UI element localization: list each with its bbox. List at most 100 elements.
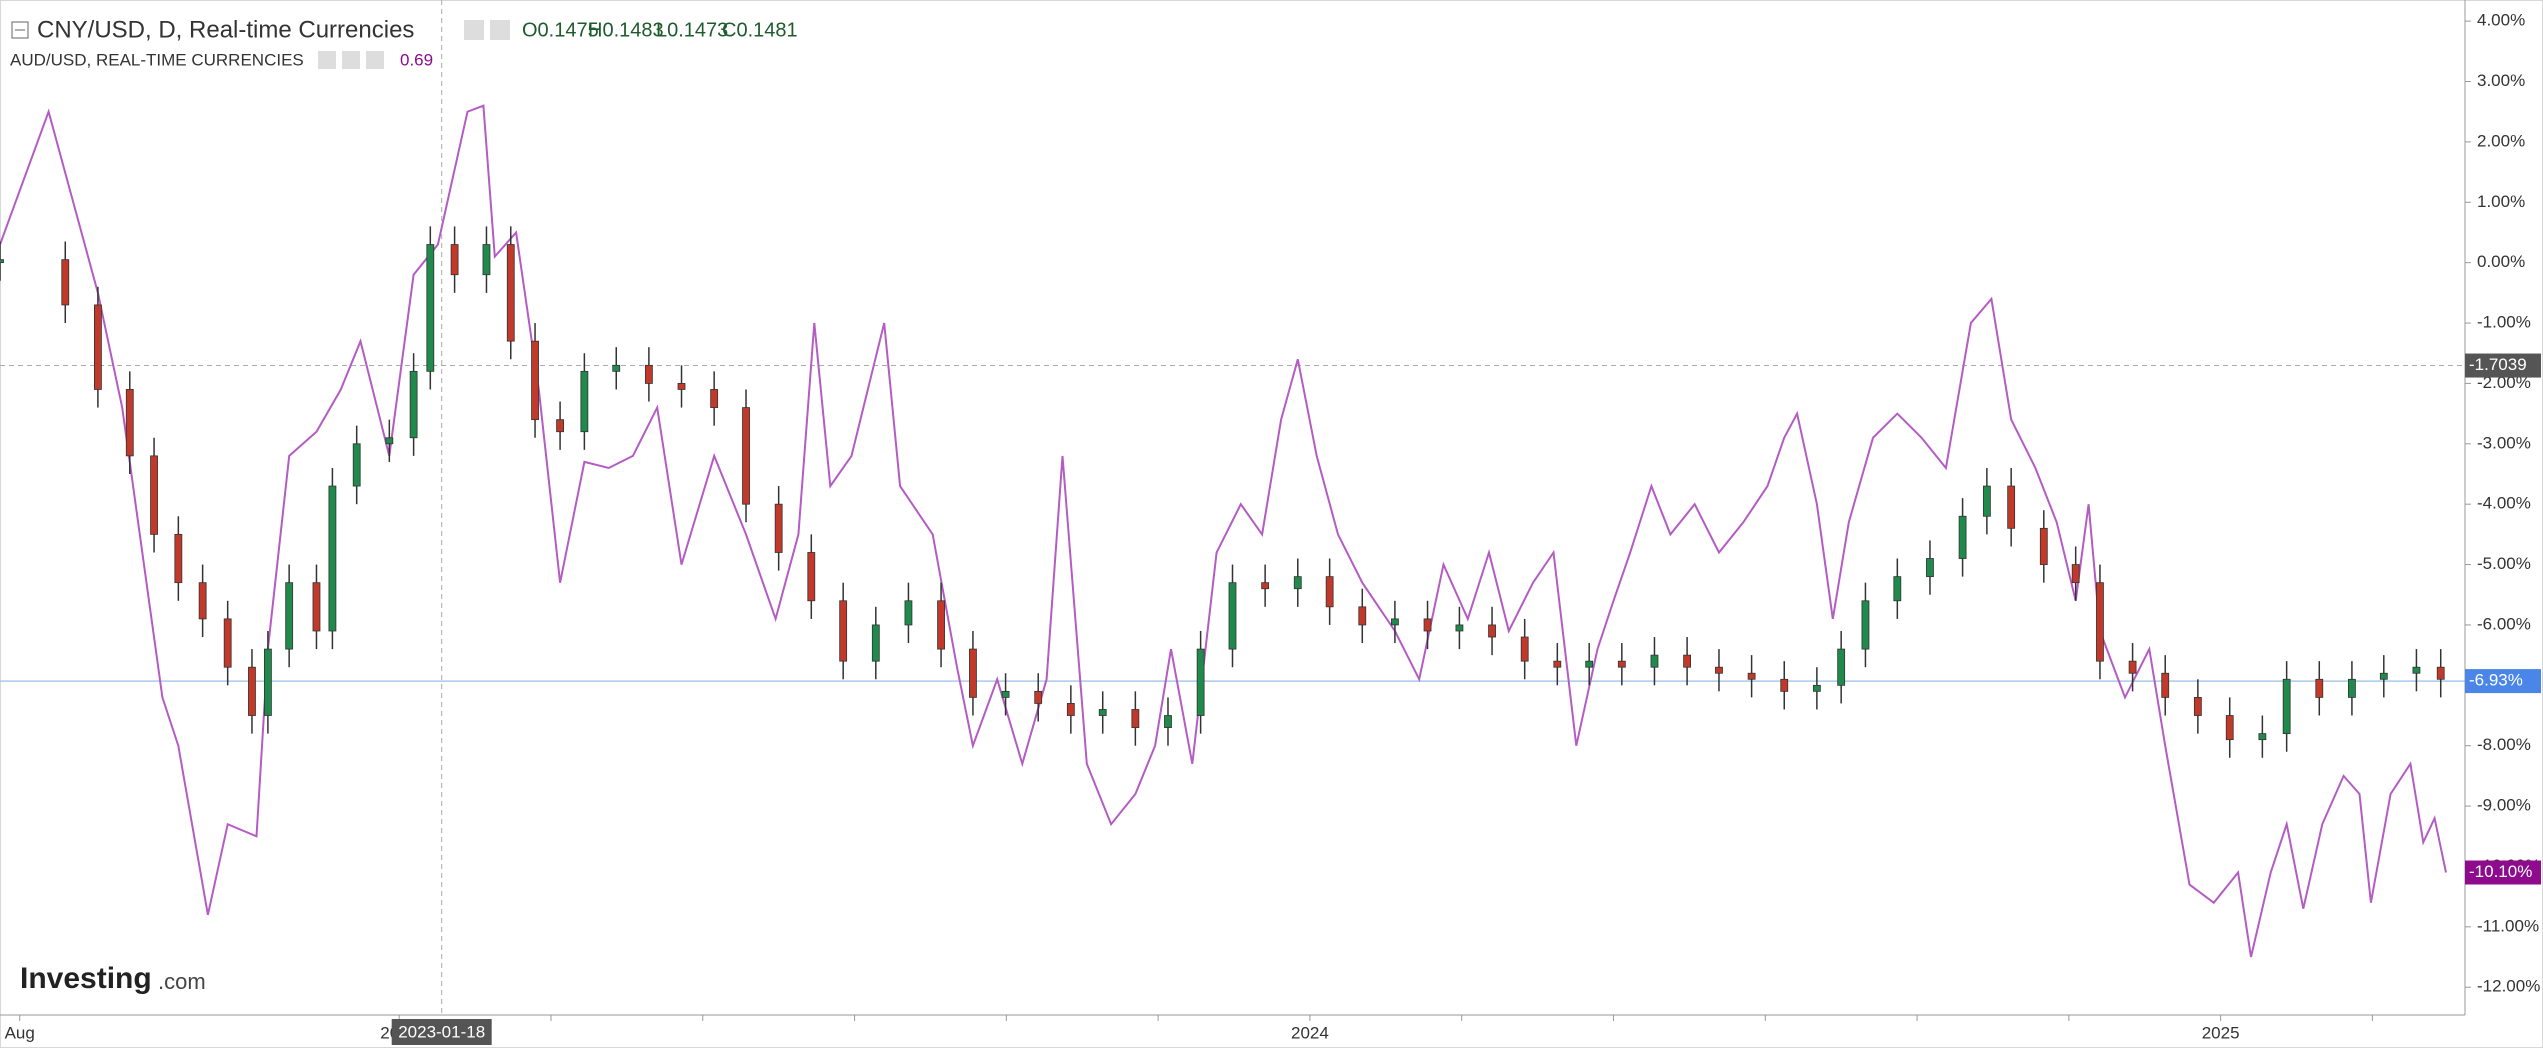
x-tick-label: Aug <box>5 1023 35 1042</box>
candle-body <box>1650 654 1659 668</box>
candle-body <box>710 389 719 408</box>
y-tick-label: -11.00% <box>2477 916 2539 935</box>
candle-body <box>1837 648 1846 686</box>
candle-body <box>312 582 321 632</box>
price-label: -6.93% <box>2469 671 2523 690</box>
candle-body <box>742 407 750 505</box>
candle-body <box>1780 678 1789 692</box>
candle-body <box>248 666 256 716</box>
y-tick-label: -8.00% <box>2477 735 2531 754</box>
candle-body <box>1455 624 1464 632</box>
candle-body <box>2379 672 2388 680</box>
y-tick-label: 4.00% <box>2477 11 2525 30</box>
candle-body <box>969 648 977 698</box>
price-label-box <box>2465 669 2541 694</box>
candle-body <box>1617 660 1626 668</box>
candle-body <box>385 437 394 445</box>
candle-body <box>285 582 294 650</box>
ohlc-label: O0.1475 <box>522 19 599 41</box>
collapse-button[interactable] <box>11 21 29 39</box>
candle-body <box>1683 654 1691 668</box>
candle-body <box>1261 582 1270 590</box>
candle-body <box>1861 600 1870 650</box>
candle-body <box>580 370 589 433</box>
crosshair-x-label: 2023-01-18 <box>398 1022 485 1041</box>
y-tick-label: 3.00% <box>2477 71 2525 90</box>
candle-body <box>150 455 158 535</box>
y-tick-label: -5.00% <box>2477 554 2531 573</box>
candle-body <box>2193 696 2202 716</box>
compare-value: 0.69 <box>400 50 433 69</box>
y-tick-label: 1.00% <box>2477 192 2525 211</box>
candle-body <box>2128 660 2137 674</box>
y-tick-label: -6.00% <box>2477 614 2531 633</box>
candle-body <box>1391 618 1399 626</box>
candle-body <box>264 648 272 716</box>
candle-body <box>2161 672 2170 698</box>
candle-body <box>677 383 686 390</box>
settings-button[interactable] <box>490 20 510 40</box>
candle-body <box>482 244 491 276</box>
candle-body <box>1131 709 1140 728</box>
main-title: CNY/USD, D, Real-time Currencies <box>37 16 414 43</box>
watermark-brand: Investing <box>20 962 152 995</box>
candle-body <box>2412 666 2421 674</box>
ohlc-label: L0.1473 <box>656 19 728 41</box>
candle-body <box>2071 564 2080 584</box>
candle-body <box>612 364 621 372</box>
compare-line <box>0 104 2447 958</box>
candle-body <box>904 600 913 626</box>
candle-body <box>328 485 337 632</box>
compare-title: AUD/USD, REAL-TIME CURRENCIES <box>10 50 304 69</box>
candle-body <box>1520 636 1529 662</box>
candle-body <box>1585 660 1594 668</box>
candle-body <box>1958 515 1967 559</box>
candle-body <box>531 340 539 421</box>
candle-body <box>426 244 435 372</box>
compare-settings[interactable] <box>342 51 360 69</box>
watermark-suffix: .com <box>158 969 206 994</box>
candle-body <box>2315 678 2324 698</box>
plot-area <box>0 0 2465 1015</box>
candle-body <box>1715 666 1723 674</box>
y-tick-label: -2.00% <box>2477 373 2531 392</box>
x-tick-label: 2024 <box>1291 1023 1329 1042</box>
candle-body <box>1164 715 1172 728</box>
candle-body <box>1001 690 1010 698</box>
x-tick-label: 2025 <box>2202 1023 2240 1042</box>
y-tick-label: -12.00% <box>2477 977 2540 996</box>
candle-body <box>839 600 848 662</box>
candle-body <box>1926 558 1934 578</box>
crosshair-y-label: -1.7039 <box>2469 355 2527 374</box>
ohlc-label: C0.1481 <box>722 19 798 41</box>
candle-body <box>125 389 134 457</box>
settings-button[interactable] <box>464 20 484 40</box>
candle-body <box>61 259 70 306</box>
candle-body <box>1553 660 1562 668</box>
candle-body <box>506 244 515 342</box>
candle-body <box>1034 690 1043 704</box>
candle-body <box>871 624 880 662</box>
candle-body <box>1066 703 1075 716</box>
candle-body <box>2007 485 2016 529</box>
compare-settings[interactable] <box>318 51 336 69</box>
candle-body <box>937 600 945 650</box>
candle-body <box>1812 684 1821 692</box>
candle-body <box>2225 715 2234 741</box>
candle-body <box>1982 485 1991 517</box>
candle-body <box>409 370 418 439</box>
y-tick-label: 0.00% <box>2477 252 2525 271</box>
y-tick-label: -9.00% <box>2477 796 2531 815</box>
compare-close[interactable] <box>366 51 384 69</box>
candle-body <box>2039 527 2048 565</box>
candle-body <box>1293 576 1302 590</box>
y-tick-label: -3.00% <box>2477 433 2531 452</box>
candle-body <box>1893 576 1902 602</box>
candle-body <box>556 419 564 433</box>
ohlc-label: H0.1483 <box>588 19 664 41</box>
candle-body <box>2096 582 2104 662</box>
candle-body <box>1325 576 1334 608</box>
candle-body <box>0 259 4 264</box>
